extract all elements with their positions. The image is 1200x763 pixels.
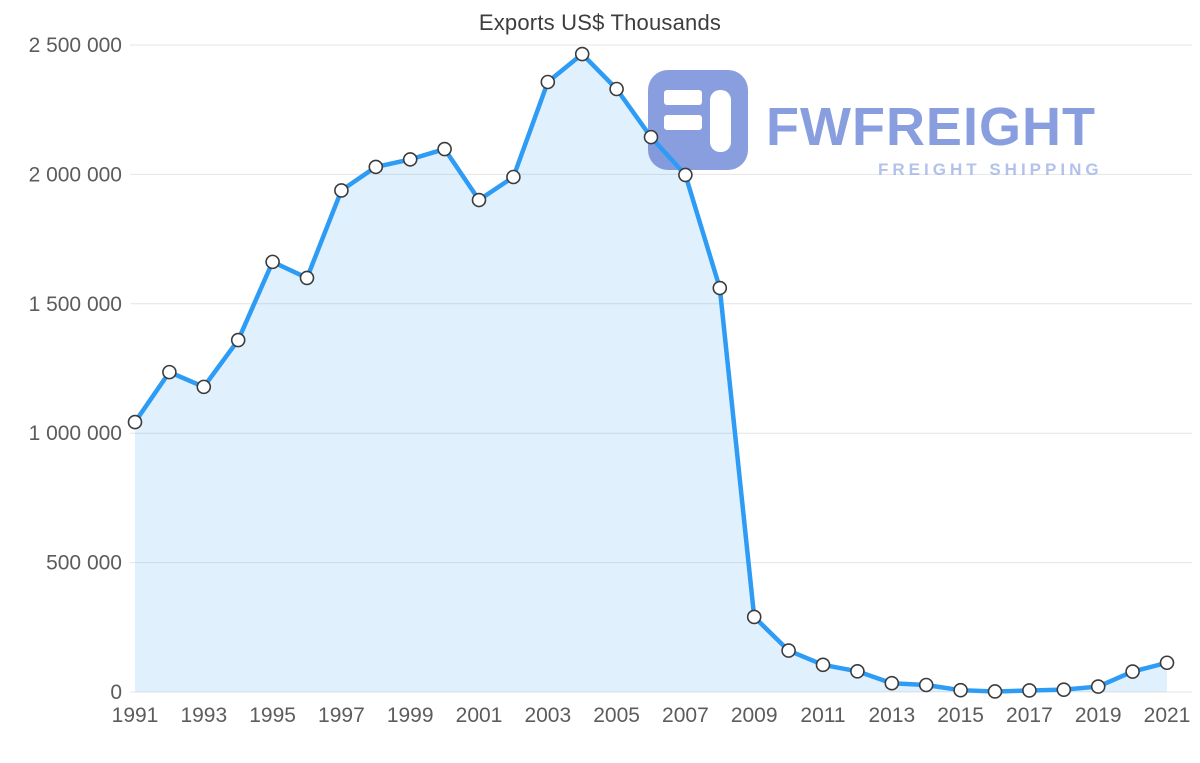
data-point-marker bbox=[471, 192, 487, 208]
y-tick-label: 1 500 000 bbox=[29, 293, 122, 316]
data-point-marker bbox=[884, 675, 900, 691]
x-tick-label: 2013 bbox=[868, 704, 915, 727]
logo-bar-middle bbox=[664, 115, 702, 130]
data-point-marker bbox=[506, 169, 521, 185]
chart-title: Exports US$ Thousands bbox=[478, 10, 722, 35]
x-tick-label: 2021 bbox=[1144, 704, 1191, 727]
x-tick-label: 1999 bbox=[387, 704, 434, 727]
data-point-marker bbox=[334, 183, 349, 198]
data-point-marker bbox=[1090, 679, 1106, 694]
y-tick-label: 2 500 000 bbox=[29, 34, 122, 57]
data-point-marker bbox=[574, 46, 590, 62]
data-point-marker bbox=[127, 414, 143, 430]
data-point-marker bbox=[678, 167, 693, 183]
data-point-marker bbox=[1022, 683, 1037, 698]
data-point-marker bbox=[1125, 664, 1140, 679]
data-point-marker bbox=[1056, 682, 1072, 697]
data-point-marker bbox=[230, 332, 246, 348]
y-tick-label: 1 000 000 bbox=[29, 422, 122, 445]
logo-bar-top bbox=[664, 90, 702, 105]
x-tick-label: 2003 bbox=[524, 704, 571, 727]
x-tick-label: 2017 bbox=[1006, 704, 1053, 727]
series-area-fill bbox=[135, 54, 1167, 693]
data-point-marker bbox=[850, 663, 865, 679]
data-point-marker bbox=[368, 159, 384, 175]
x-tick-label: 2005 bbox=[593, 704, 640, 727]
data-point-marker bbox=[299, 270, 315, 286]
x-tick-label: 2001 bbox=[456, 704, 503, 727]
data-point-marker bbox=[402, 152, 418, 167]
x-tick-label: 2015 bbox=[937, 704, 984, 727]
fwfreight-watermark: FWFREIGHT FREIGHT SHIPPING bbox=[648, 70, 1103, 179]
data-point-marker bbox=[918, 677, 934, 693]
x-tick-label: 1995 bbox=[249, 704, 296, 727]
x-tick-label: 2009 bbox=[731, 704, 778, 727]
data-point-marker bbox=[746, 609, 762, 625]
x-tick-label: 1991 bbox=[112, 704, 159, 727]
logo-bar-vertical bbox=[710, 90, 731, 152]
data-point-marker bbox=[643, 129, 659, 145]
data-point-marker bbox=[196, 379, 212, 395]
data-point-marker bbox=[540, 74, 556, 90]
x-tick-label: 2007 bbox=[662, 704, 709, 727]
x-tick-label: 2011 bbox=[800, 704, 845, 727]
data-point-marker bbox=[437, 141, 452, 157]
data-point-marker bbox=[987, 684, 1003, 699]
data-point-marker bbox=[712, 280, 728, 296]
data-point-marker bbox=[265, 254, 280, 270]
x-tick-label: 1993 bbox=[180, 704, 227, 727]
data-point-marker bbox=[815, 657, 831, 673]
y-tick-label: 0 bbox=[110, 681, 122, 704]
data-point-marker bbox=[953, 682, 968, 698]
y-tick-label: 500 000 bbox=[46, 552, 122, 575]
x-tick-label: 1997 bbox=[318, 704, 365, 727]
data-point-marker bbox=[609, 81, 624, 97]
x-tick-label: 2019 bbox=[1075, 704, 1122, 727]
watermark-brand-text: FWFREIGHT bbox=[766, 97, 1096, 157]
data-point-marker bbox=[162, 364, 177, 380]
y-tick-label: 2 000 000 bbox=[29, 163, 122, 186]
data-point-marker bbox=[781, 643, 796, 658]
data-point-marker bbox=[1159, 655, 1175, 671]
watermark-tagline-text: FREIGHT SHIPPING bbox=[878, 160, 1103, 179]
